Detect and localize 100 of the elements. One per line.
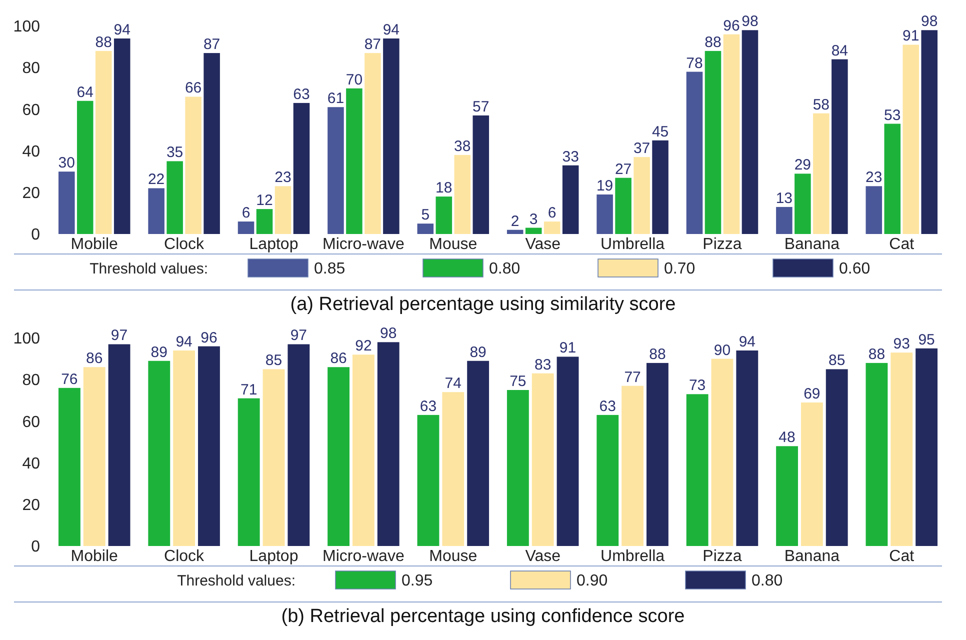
bar	[506, 230, 524, 234]
legend-label: 0.60	[839, 260, 870, 278]
text: (a) Retrieval percentage using similarity score	[290, 294, 676, 315]
bar	[185, 96, 202, 234]
bar	[436, 196, 452, 234]
data-label: 22	[148, 171, 165, 188]
data-label: 97	[110, 327, 128, 344]
bar	[83, 367, 106, 546]
data-label: 91	[559, 340, 576, 357]
data-label: 87	[364, 36, 382, 54]
bar	[556, 356, 579, 546]
y-tick-label: 80	[22, 372, 40, 390]
data-label: 74	[444, 375, 462, 392]
data-label: 6	[242, 204, 250, 222]
bar	[736, 350, 758, 546]
bar	[328, 107, 344, 234]
data-label: 86	[330, 350, 347, 368]
data-label: 3	[529, 210, 538, 228]
data-label: 70	[346, 71, 363, 88]
bar	[652, 140, 668, 234]
data-label: 45	[652, 123, 669, 140]
y-tick-label: 40	[22, 143, 40, 160]
x-tick-label: Cat	[889, 236, 915, 253]
x-tick-label: Umbrella	[600, 548, 665, 565]
data-label: 33	[562, 148, 579, 166]
y-tick-label: 0	[31, 538, 40, 556]
bar	[238, 398, 260, 546]
data-label: 12	[256, 192, 273, 210]
bar	[776, 206, 792, 234]
data-label: 58	[812, 96, 830, 114]
data-label: 97	[290, 327, 308, 344]
data-label: 94	[738, 333, 756, 350]
data-label: 96	[200, 329, 218, 346]
bar	[262, 369, 285, 546]
x-tick-label: Banana	[784, 548, 840, 565]
y-tick-label: 80	[22, 60, 40, 78]
bar	[902, 44, 920, 234]
bar	[238, 222, 254, 234]
data-label: 38	[454, 138, 471, 155]
y-tick-label: 0	[31, 226, 40, 244]
x-tick-label: Clock	[164, 236, 206, 253]
bar	[813, 113, 830, 234]
x-tick-label: Vase	[525, 548, 561, 565]
data-label: 71	[240, 381, 258, 398]
x-tick-label: Vase	[525, 236, 561, 253]
data-label: 84	[831, 42, 848, 60]
y-tick-label: 20	[22, 185, 40, 202]
bar	[472, 115, 490, 234]
data-label: 5	[421, 206, 430, 224]
data-label: 75	[510, 373, 526, 390]
data-label: 48	[778, 429, 796, 446]
data-label: 6	[548, 204, 556, 222]
data-label: 57	[472, 98, 490, 116]
x-tick-label: Clock	[164, 548, 206, 565]
bar	[148, 188, 164, 234]
bar	[383, 38, 400, 234]
bar	[454, 154, 471, 234]
data-label: 35	[166, 144, 184, 162]
data-label: 98	[921, 13, 938, 30]
bar	[288, 344, 310, 546]
bar	[346, 88, 362, 234]
data-label: 94	[176, 333, 192, 350]
data-label: 85	[265, 352, 282, 370]
data-label: 63	[293, 86, 310, 103]
bar	[173, 350, 196, 546]
x-tick-label: Banana	[784, 236, 840, 253]
data-label: 53	[884, 106, 901, 124]
y-tick-label: 40	[22, 455, 40, 472]
data-label: 23	[274, 169, 292, 186]
x-tick-label: Micro-wave	[322, 236, 404, 253]
bar	[596, 414, 619, 546]
data-label: 90	[714, 342, 731, 359]
legend-label: 0.85	[314, 260, 346, 278]
bar	[711, 358, 734, 546]
bar	[148, 360, 170, 546]
bar	[596, 194, 613, 234]
bar	[776, 446, 798, 546]
data-label: 18	[436, 180, 452, 197]
bar	[58, 172, 75, 234]
x-tick-label: Pizza	[702, 236, 742, 253]
bar	[562, 165, 579, 234]
bar	[532, 373, 554, 546]
bar	[108, 344, 130, 546]
bar	[114, 38, 130, 234]
data-label: 61	[327, 90, 344, 108]
data-label: 91	[902, 28, 920, 45]
data-label: 98	[742, 13, 758, 30]
legend-title: Threshold values:	[177, 572, 296, 590]
y-tick-label: 100	[13, 330, 40, 348]
bar	[634, 157, 650, 234]
bar	[76, 100, 94, 234]
bar	[723, 34, 740, 234]
y-tick-label: 60	[22, 414, 40, 431]
x-tick-label: Cat	[889, 548, 915, 565]
bar	[58, 388, 80, 546]
text: (b) Retrieval percentage using confidence score	[281, 606, 685, 627]
data-label: 30	[58, 154, 75, 172]
bar	[95, 50, 112, 234]
bar	[826, 369, 848, 546]
legend-label: 0.70	[664, 260, 696, 278]
